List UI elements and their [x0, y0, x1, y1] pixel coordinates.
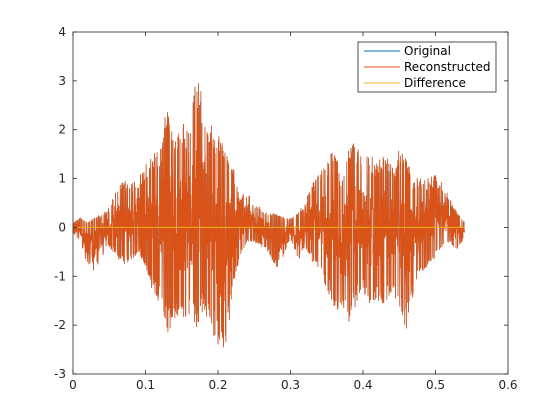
legend-label-original: Original: [404, 44, 451, 58]
x-tick-label: 0: [69, 378, 77, 392]
legend-label-difference: Difference: [404, 76, 466, 90]
axes: 0 0.1 0.2 0.3 0.4 0.5 0.6 -3 -2 -1 0 1 2 3 4: [54, 25, 518, 392]
y-tick-label: -2: [54, 318, 66, 332]
x-tick-label: 0.3: [281, 378, 300, 392]
y-tick-label: 1: [58, 172, 66, 186]
legend-label-reconstructed: Reconstructed: [404, 60, 491, 74]
x-tick-label: 0.6: [498, 378, 517, 392]
y-tick-label: 0: [58, 220, 66, 234]
y-tick-label: 4: [58, 25, 66, 39]
y-tick-label: 2: [58, 123, 66, 137]
x-tick-label: 0.1: [136, 378, 155, 392]
y-tick-label: 3: [58, 74, 66, 88]
y-tick-label: -3: [54, 367, 66, 381]
plot-area: [73, 83, 465, 348]
plot-clip-group: [73, 83, 465, 348]
y-tick-label: -1: [54, 269, 66, 283]
x-tick-label: 0.2: [208, 378, 227, 392]
x-tick-label: 0.5: [426, 378, 445, 392]
legend: Original Reconstructed Difference: [357, 41, 497, 93]
x-tick-label: 0.4: [353, 378, 372, 392]
series-line-reconstructed: [73, 83, 465, 348]
